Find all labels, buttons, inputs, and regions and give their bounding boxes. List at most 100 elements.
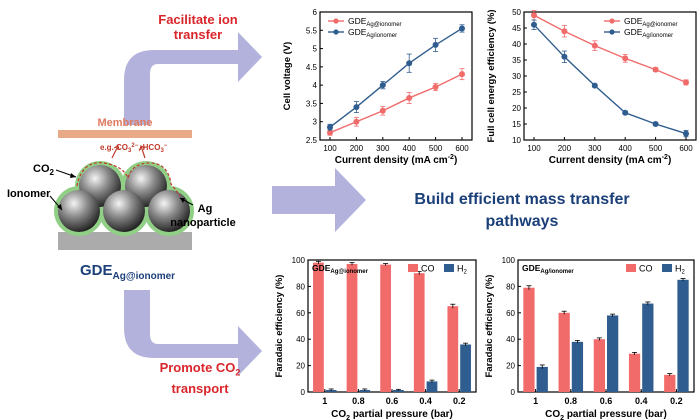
data-point — [622, 55, 629, 62]
data-point — [561, 28, 568, 35]
x-tick-label: 0.4 — [419, 396, 432, 406]
x-tick-label: 600 — [679, 144, 693, 153]
bar — [346, 263, 358, 392]
ag-nanoparticles — [58, 165, 190, 232]
ion-pathway-dashed — [76, 162, 181, 197]
y-axis-label: Faradaic efficiency (%) — [274, 275, 285, 378]
legend-label: H2 — [675, 264, 686, 276]
bar — [607, 315, 619, 392]
x-tick-label: 0.2 — [670, 396, 683, 406]
data-point — [459, 71, 465, 78]
x-axis-label: Current density (mA cm-2) — [549, 154, 672, 166]
chart-cell-voltage: 2.5 3 3.5 4 4.5 5 5.5 6 100 200 300 400 500 600Curren… — [282, 8, 473, 166]
y-tick-label: 100 — [502, 256, 516, 265]
series-line — [329, 73, 463, 134]
x-tick-label: 500 — [649, 144, 663, 153]
data-point — [683, 130, 689, 137]
y-tick-label: 80 — [296, 282, 305, 291]
y-tick-label: 4.5 — [306, 63, 318, 72]
y-tick-label: 45 — [512, 24, 521, 33]
x-tick-label: 500 — [429, 144, 443, 153]
series-line — [533, 14, 687, 84]
legend-label: GDEAg/ionomer — [624, 27, 673, 39]
y-axis-label: Full cell energy efficiency (%) — [486, 9, 497, 142]
data-point — [561, 53, 568, 60]
data-point — [652, 66, 659, 73]
bar — [447, 306, 459, 392]
x-tick-label: 0.8 — [352, 396, 365, 406]
chart-title: GDEAg@ionomer — [312, 263, 369, 275]
promote-label: Promote CO2 transport — [135, 360, 265, 396]
x-tick-label: 0.8 — [565, 396, 578, 406]
x-tick-label: 400 — [403, 144, 417, 153]
bar — [677, 279, 689, 392]
x-axis-label: CO2 partial pressure (bar) — [545, 409, 667, 420]
bar — [571, 341, 584, 392]
legend-swatch — [626, 264, 636, 272]
data-point — [353, 118, 360, 125]
x-tick-label: 200 — [558, 144, 572, 153]
chart-title: GDEAg/ionomer — [522, 263, 574, 275]
y-tick-label: 40 — [512, 40, 521, 49]
x-tick-label: 600 — [455, 144, 469, 153]
bar — [460, 344, 471, 392]
legend-swatch — [444, 264, 454, 272]
bar — [558, 312, 570, 392]
legend-marker — [609, 29, 615, 35]
legend-label: GDEAg@ionomer — [348, 16, 402, 28]
main-headline: Build efficient mass transfer pathways — [372, 189, 672, 233]
data-point — [379, 107, 386, 114]
ions-label: e.g. CO32−, HCO3− — [100, 143, 168, 154]
y-tick-label: 10 — [512, 136, 521, 145]
y-tick-label: 25 — [512, 88, 521, 97]
data-point — [406, 60, 413, 67]
legend-marker — [333, 29, 339, 35]
substrate-bar — [58, 232, 192, 250]
y-tick-label: 30 — [512, 72, 521, 81]
legend-label: GDEAg@ionomer — [624, 16, 678, 28]
co2-label: CO2 — [33, 163, 55, 177]
y-tick-label: 60 — [296, 309, 305, 318]
legend-swatch — [408, 264, 418, 272]
x-tick-label: 1 — [533, 396, 538, 406]
y-tick-label: 40 — [506, 335, 515, 344]
data-point — [591, 42, 598, 49]
promote-line2: transport — [171, 380, 229, 396]
data-point — [379, 82, 386, 89]
headline-line2: pathways — [485, 213, 559, 230]
ag-label: Ag — [198, 203, 213, 215]
y-axis-label: Cell voltage (V) — [282, 42, 293, 111]
x-tick-label: 1 — [322, 396, 327, 406]
x-tick-label: 0.6 — [386, 396, 399, 406]
y-tick-label: 60 — [506, 309, 515, 318]
legend-marker — [609, 18, 615, 24]
legend-label: CO — [639, 264, 653, 274]
facilitate-line2: transfer — [173, 27, 223, 42]
bar — [313, 262, 324, 392]
x-tick-label: 300 — [376, 144, 390, 153]
y-tick-label: 3 — [313, 118, 318, 127]
series-line — [533, 24, 687, 135]
y-tick-label: 3.5 — [306, 99, 318, 108]
data-point — [652, 121, 659, 127]
data-point — [622, 109, 629, 116]
y-tick-label: 5 — [313, 45, 318, 54]
facilitate-line1: Facilitate ion — [158, 12, 238, 27]
y-tick-label: 20 — [506, 362, 515, 371]
y-tick-label: 100 — [292, 256, 306, 265]
data-point — [531, 12, 537, 19]
ionomer-label: Ionomer — [7, 188, 51, 200]
data-point — [432, 83, 439, 90]
bar — [426, 381, 438, 392]
x-tick-label: 100 — [323, 144, 337, 153]
data-point — [683, 79, 689, 86]
series-line — [329, 27, 463, 128]
upper-arrow — [124, 32, 262, 125]
data-point — [432, 41, 439, 48]
y-tick-label: 35 — [512, 56, 521, 65]
middle-arrow — [272, 168, 366, 232]
facilitate-label: Facilitate ion transfer — [138, 12, 258, 42]
